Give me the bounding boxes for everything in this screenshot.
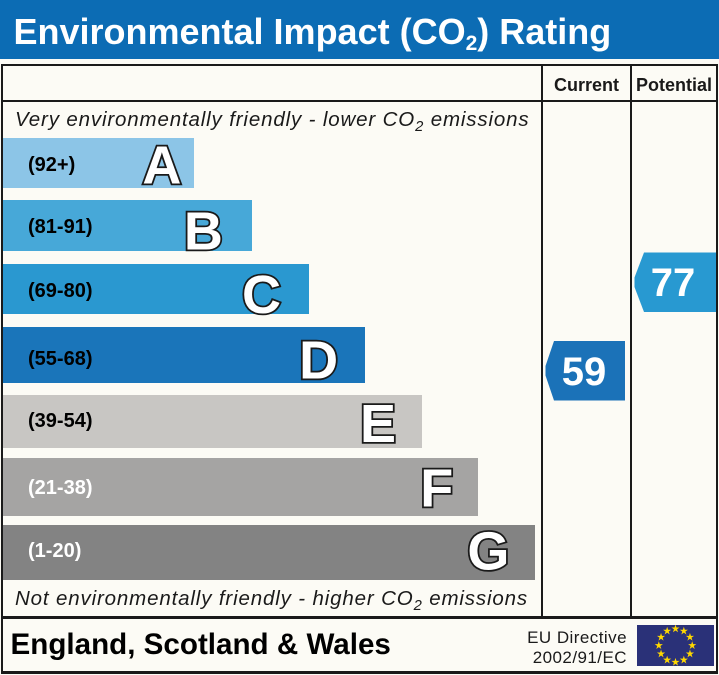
svg-text:E: E [360, 394, 396, 454]
svg-text:59: 59 [562, 350, 607, 394]
svg-text:B: B [184, 202, 223, 262]
svg-text:F: F [420, 459, 453, 519]
svg-text:D: D [299, 330, 338, 390]
svg-text:C: C [242, 265, 281, 325]
svg-text:G: G [467, 521, 509, 581]
svg-text:77: 77 [651, 261, 696, 305]
svg-text:A: A [142, 136, 181, 196]
